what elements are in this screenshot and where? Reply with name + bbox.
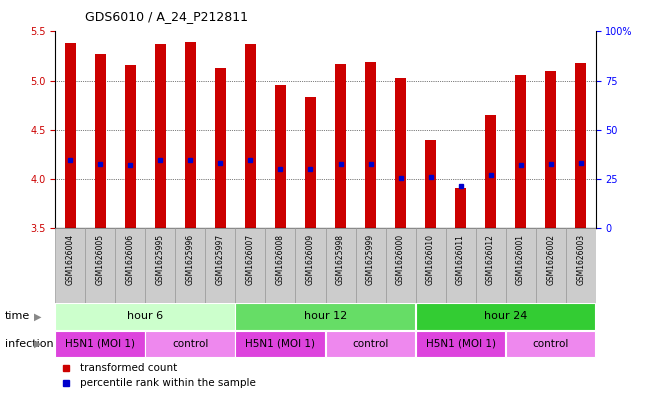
Text: GSM1626007: GSM1626007 [246,234,255,285]
Text: GSM1625996: GSM1625996 [186,234,195,285]
Text: GSM1626006: GSM1626006 [126,234,135,285]
Bar [55,331,145,357]
Text: transformed count: transformed count [79,362,177,373]
Bar [326,331,415,357]
Bar [415,303,595,330]
Bar [566,228,596,303]
Text: percentile rank within the sample: percentile rank within the sample [79,378,256,388]
Bar [125,65,135,228]
Text: ▶: ▶ [34,311,42,321]
Bar [425,141,436,228]
Bar [395,78,406,228]
Bar [266,228,296,303]
Text: ▶: ▶ [34,339,42,349]
Text: time: time [5,311,31,321]
Text: hour 6: hour 6 [128,311,163,321]
Text: H5N1 (MOI 1): H5N1 (MOI 1) [245,339,316,349]
Bar [575,63,586,228]
Text: GSM1626000: GSM1626000 [396,234,405,285]
Text: GSM1625999: GSM1625999 [366,234,375,285]
Bar [326,228,355,303]
Text: GSM1626001: GSM1626001 [516,234,525,285]
Bar [486,115,496,228]
Bar [536,228,566,303]
Text: H5N1 (MOI 1): H5N1 (MOI 1) [426,339,495,349]
Bar [506,228,536,303]
Text: GSM1626005: GSM1626005 [96,234,105,285]
Bar [445,228,476,303]
Text: infection: infection [5,339,54,349]
Text: H5N1 (MOI 1): H5N1 (MOI 1) [65,339,135,349]
Bar [55,228,85,303]
Bar [245,44,256,228]
Bar [95,54,105,228]
Text: GSM1626010: GSM1626010 [426,234,435,285]
Text: GSM1626011: GSM1626011 [456,234,465,285]
Bar [546,71,556,228]
Text: GSM1626012: GSM1626012 [486,234,495,285]
Text: hour 12: hour 12 [304,311,347,321]
Bar [476,228,506,303]
Bar [415,228,445,303]
Text: hour 24: hour 24 [484,311,527,321]
Bar [365,62,376,228]
Bar [275,86,286,228]
Text: GSM1626009: GSM1626009 [306,234,315,285]
Bar [115,228,145,303]
Text: GSM1626003: GSM1626003 [576,234,585,285]
Bar [185,42,196,228]
Bar [415,331,505,357]
Bar [85,228,115,303]
Bar [145,331,235,357]
Bar [145,228,175,303]
Text: GSM1626008: GSM1626008 [276,234,285,285]
Text: GDS6010 / A_24_P212811: GDS6010 / A_24_P212811 [85,10,247,23]
Text: control: control [533,339,569,349]
Bar [55,303,235,330]
Bar [385,228,415,303]
Bar [296,228,326,303]
Bar [236,331,325,357]
Text: GSM1625995: GSM1625995 [156,234,165,285]
Text: control: control [352,339,389,349]
Bar [335,64,346,228]
Bar [236,303,415,330]
Bar [206,228,236,303]
Text: GSM1626002: GSM1626002 [546,234,555,285]
Bar [455,187,466,228]
Bar [516,75,526,228]
Bar [175,228,206,303]
Text: GSM1625997: GSM1625997 [216,234,225,285]
Bar [355,228,385,303]
Bar [215,68,226,228]
Bar [155,44,165,228]
Bar [305,97,316,228]
Text: GSM1625998: GSM1625998 [336,234,345,285]
Bar [65,43,76,228]
Bar [506,331,595,357]
Bar [236,228,266,303]
Text: control: control [173,339,208,349]
Text: GSM1626004: GSM1626004 [66,234,75,285]
